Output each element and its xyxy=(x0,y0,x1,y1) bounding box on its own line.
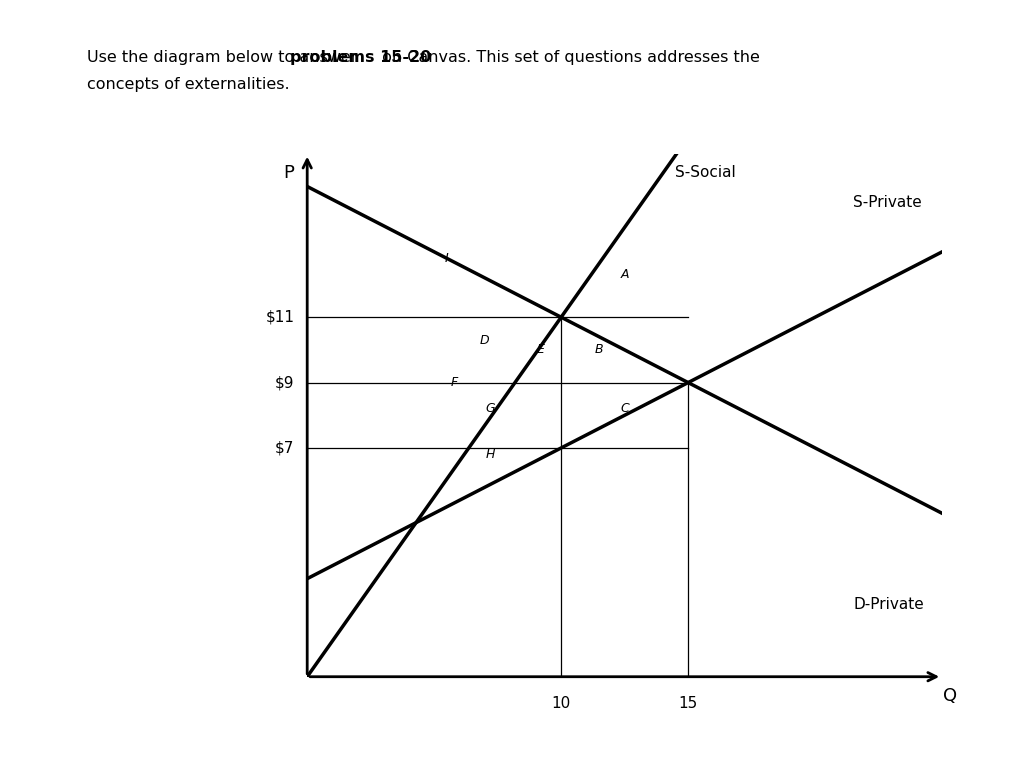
Text: Use the diagram below to answer: Use the diagram below to answer xyxy=(87,50,362,65)
Text: S-Social: S-Social xyxy=(676,165,736,180)
Text: C: C xyxy=(621,402,629,415)
Text: $7: $7 xyxy=(275,441,295,455)
Text: H: H xyxy=(485,448,495,461)
Text: 10: 10 xyxy=(552,697,570,711)
Text: D: D xyxy=(480,334,489,347)
Text: A: A xyxy=(621,268,629,281)
Text: $9: $9 xyxy=(275,375,295,390)
Text: B: B xyxy=(595,344,603,356)
Text: D-Private: D-Private xyxy=(853,598,924,612)
Text: on Canvas. This set of questions addresses the: on Canvas. This set of questions address… xyxy=(377,50,760,65)
Text: I: I xyxy=(445,252,449,265)
Text: P: P xyxy=(284,164,295,181)
Text: S-Private: S-Private xyxy=(853,195,922,211)
Text: problems 15-20: problems 15-20 xyxy=(290,50,431,65)
Text: E: E xyxy=(537,344,545,356)
Text: F: F xyxy=(451,376,458,389)
Text: G: G xyxy=(485,402,495,415)
Text: concepts of externalities.: concepts of externalities. xyxy=(87,77,290,92)
Text: Q: Q xyxy=(943,687,956,704)
Text: $11: $11 xyxy=(265,310,295,325)
Text: 15: 15 xyxy=(679,697,697,711)
